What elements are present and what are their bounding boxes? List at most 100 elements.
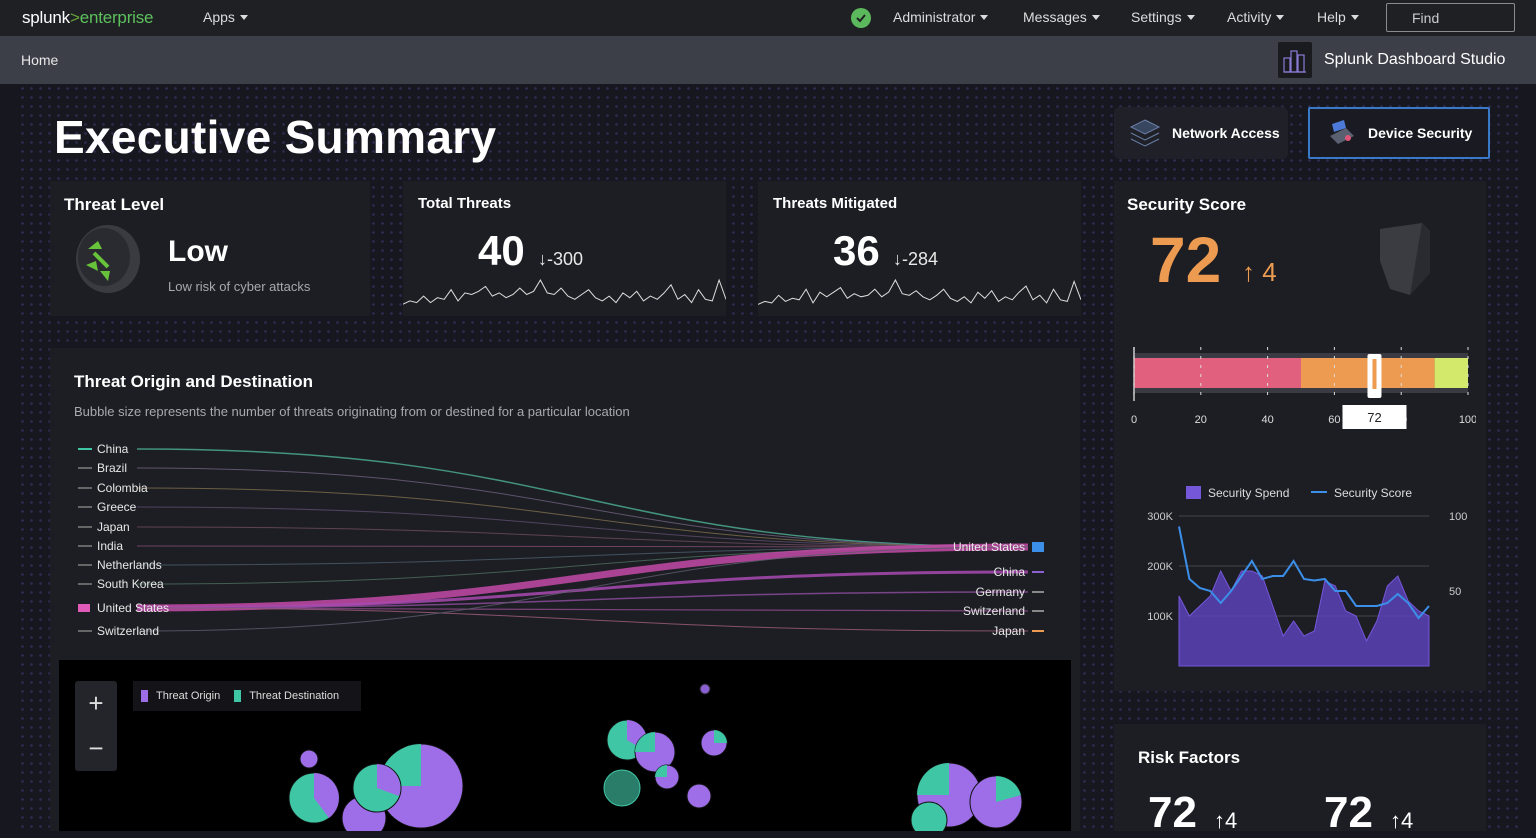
arrow-down-icon: ↓ <box>893 249 902 269</box>
y-tick-right: 100 <box>1449 511 1467 523</box>
sankey-target-node[interactable] <box>1032 571 1044 573</box>
apps-menu[interactable]: Apps <box>203 9 248 25</box>
sankey-source-node[interactable] <box>78 583 92 585</box>
sankey-target-node[interactable] <box>1032 610 1044 612</box>
sankey-link <box>136 467 1029 548</box>
dashboard-studio-icon <box>1278 42 1312 78</box>
network-access-button[interactable]: Network Access <box>1114 107 1288 159</box>
sankey-subtitle: Bubble size represents the number of thr… <box>74 404 630 419</box>
sankey-target-node[interactable] <box>1032 542 1044 552</box>
threats-mitigated-panel: Threats Mitigated 36 ↓-284 <box>758 181 1081 316</box>
map-bubble[interactable] <box>352 763 402 813</box>
sankey-target-label: Japan <box>992 624 1025 638</box>
map-bubble[interactable] <box>288 772 340 824</box>
sankey-source-node[interactable] <box>78 487 92 489</box>
map-legend: Threat Origin Threat Destination <box>133 681 361 711</box>
legend-origin-label: Threat Origin <box>156 690 221 702</box>
arrow-up-icon: ↑ <box>1242 257 1255 287</box>
app-bar: Home Splunk Dashboard Studio <box>0 36 1536 84</box>
threat-map[interactable]: + − Threat Origin Threat Destination <box>59 660 1071 831</box>
map-bubble[interactable] <box>299 749 319 769</box>
sankey-target-label: Switzerland <box>963 604 1025 618</box>
threat-sankey-chart: China Brazil Colombia Greece Japan India Nethe… <box>78 442 1044 638</box>
arrow-down-icon: ↓ <box>538 249 547 269</box>
sankey-link <box>136 526 1029 548</box>
total-threats-panel: Total Threats 40 ↓-300 <box>403 181 726 316</box>
threats-mitigated-title: Threats Mitigated <box>773 195 898 212</box>
risk-factor-value-1: 72 <box>1148 788 1197 837</box>
settings-menu[interactable]: Settings <box>1131 9 1195 25</box>
sankey-source-label: China <box>97 442 129 456</box>
map-bubble[interactable] <box>603 769 641 807</box>
messages-label: Messages <box>1023 9 1087 25</box>
sankey-source-node[interactable] <box>78 467 92 469</box>
sankey-link <box>136 607 1029 612</box>
sankey-link <box>136 607 1029 632</box>
home-link[interactable]: Home <box>21 52 59 68</box>
messages-menu[interactable]: Messages <box>1023 9 1100 25</box>
sankey-target-label: China <box>994 565 1026 579</box>
total-threats-delta-value: -300 <box>547 249 584 269</box>
apps-label: Apps <box>203 9 235 25</box>
security-spend-chart: Security Spend Security Score 300K 200K 100K… <box>1147 486 1467 667</box>
chevron-down-icon <box>1091 15 1100 20</box>
splunk-logo[interactable]: splunk>enterprise <box>22 8 153 28</box>
legend-swatch-destination <box>234 690 242 702</box>
gauge-tick-label: 100 <box>1459 414 1476 426</box>
y-tick-left: 300K <box>1147 511 1173 523</box>
security-score-value: 72 <box>1150 224 1222 296</box>
sankey-source-label: Netherlands <box>97 558 162 572</box>
security-score-panel: Security Score 72 ↑ 4 02040608010072 Sec… <box>1114 181 1486 691</box>
sankey-source-node[interactable] <box>78 448 92 450</box>
threat-dial-icon <box>76 225 140 293</box>
sankey-source-label: Colombia <box>97 481 148 495</box>
chevron-down-icon <box>980 15 989 20</box>
security-score-delta-value: 4 <box>1262 257 1277 287</box>
map-bubble[interactable] <box>634 731 676 773</box>
help-menu[interactable]: Help <box>1317 9 1359 25</box>
map-bubble[interactable] <box>910 801 948 831</box>
security-score-gauge: 02040608010072 <box>1131 347 1476 429</box>
administrator-menu[interactable]: Administrator <box>893 9 989 25</box>
settings-label: Settings <box>1131 9 1182 25</box>
device-security-button[interactable]: Device Security <box>1308 107 1490 159</box>
legend-swatch-security-spend <box>1186 486 1201 499</box>
sankey-source-node[interactable] <box>78 545 92 547</box>
sankey-link <box>136 448 1029 548</box>
sankey-target-node[interactable] <box>1032 630 1044 632</box>
find-input[interactable]: Find <box>1386 3 1515 32</box>
sankey-source-node[interactable] <box>78 526 92 528</box>
threats-mitigated-value: 36 <box>833 227 880 274</box>
total-threats-title: Total Threats <box>418 195 512 212</box>
chevron-down-icon <box>1186 15 1195 20</box>
health-status-icon[interactable] <box>851 8 871 28</box>
arrow-up-icon: ↑4 <box>1214 808 1238 833</box>
map-bubble[interactable] <box>700 729 728 757</box>
map-bubble[interactable] <box>699 683 711 695</box>
sankey-target-node[interactable] <box>1032 591 1044 593</box>
y-tick-left: 200K <box>1147 561 1173 573</box>
gauge-band <box>1134 358 1301 388</box>
zoom-in-button[interactable]: + <box>88 688 104 718</box>
sankey-target-label: Germany <box>976 585 1025 599</box>
logo-chevron: > <box>69 8 80 27</box>
y-tick-right: 50 <box>1449 586 1461 598</box>
sankey-source-node[interactable] <box>78 564 92 566</box>
sankey-source-node[interactable] <box>78 506 92 508</box>
activity-menu[interactable]: Activity <box>1227 9 1285 25</box>
map-bubble[interactable] <box>969 775 1023 829</box>
map-bubble[interactable] <box>654 764 680 790</box>
threat-level-panel: Threat Level Low Low risk of cyber attac… <box>50 181 370 316</box>
gauge-value-label: 72 <box>1367 410 1381 425</box>
threat-level-title: Threat Level <box>64 195 165 214</box>
threat-origin-panel: Threat Origin and Destination Bubble siz… <box>50 348 1080 831</box>
sankey-source-node[interactable] <box>78 604 90 612</box>
network-access-label: Network Access <box>1172 125 1280 141</box>
zoom-out-button[interactable]: − <box>88 733 104 763</box>
top-nav: splunk>enterprise Apps Administrator Mes… <box>0 0 1536 36</box>
map-bubble[interactable] <box>686 783 712 809</box>
zoom-controls: + − <box>75 681 117 771</box>
sankey-source-node[interactable] <box>78 630 92 632</box>
gauge-tick-label: 0 <box>1131 414 1137 426</box>
laptop-icon <box>1330 120 1354 144</box>
